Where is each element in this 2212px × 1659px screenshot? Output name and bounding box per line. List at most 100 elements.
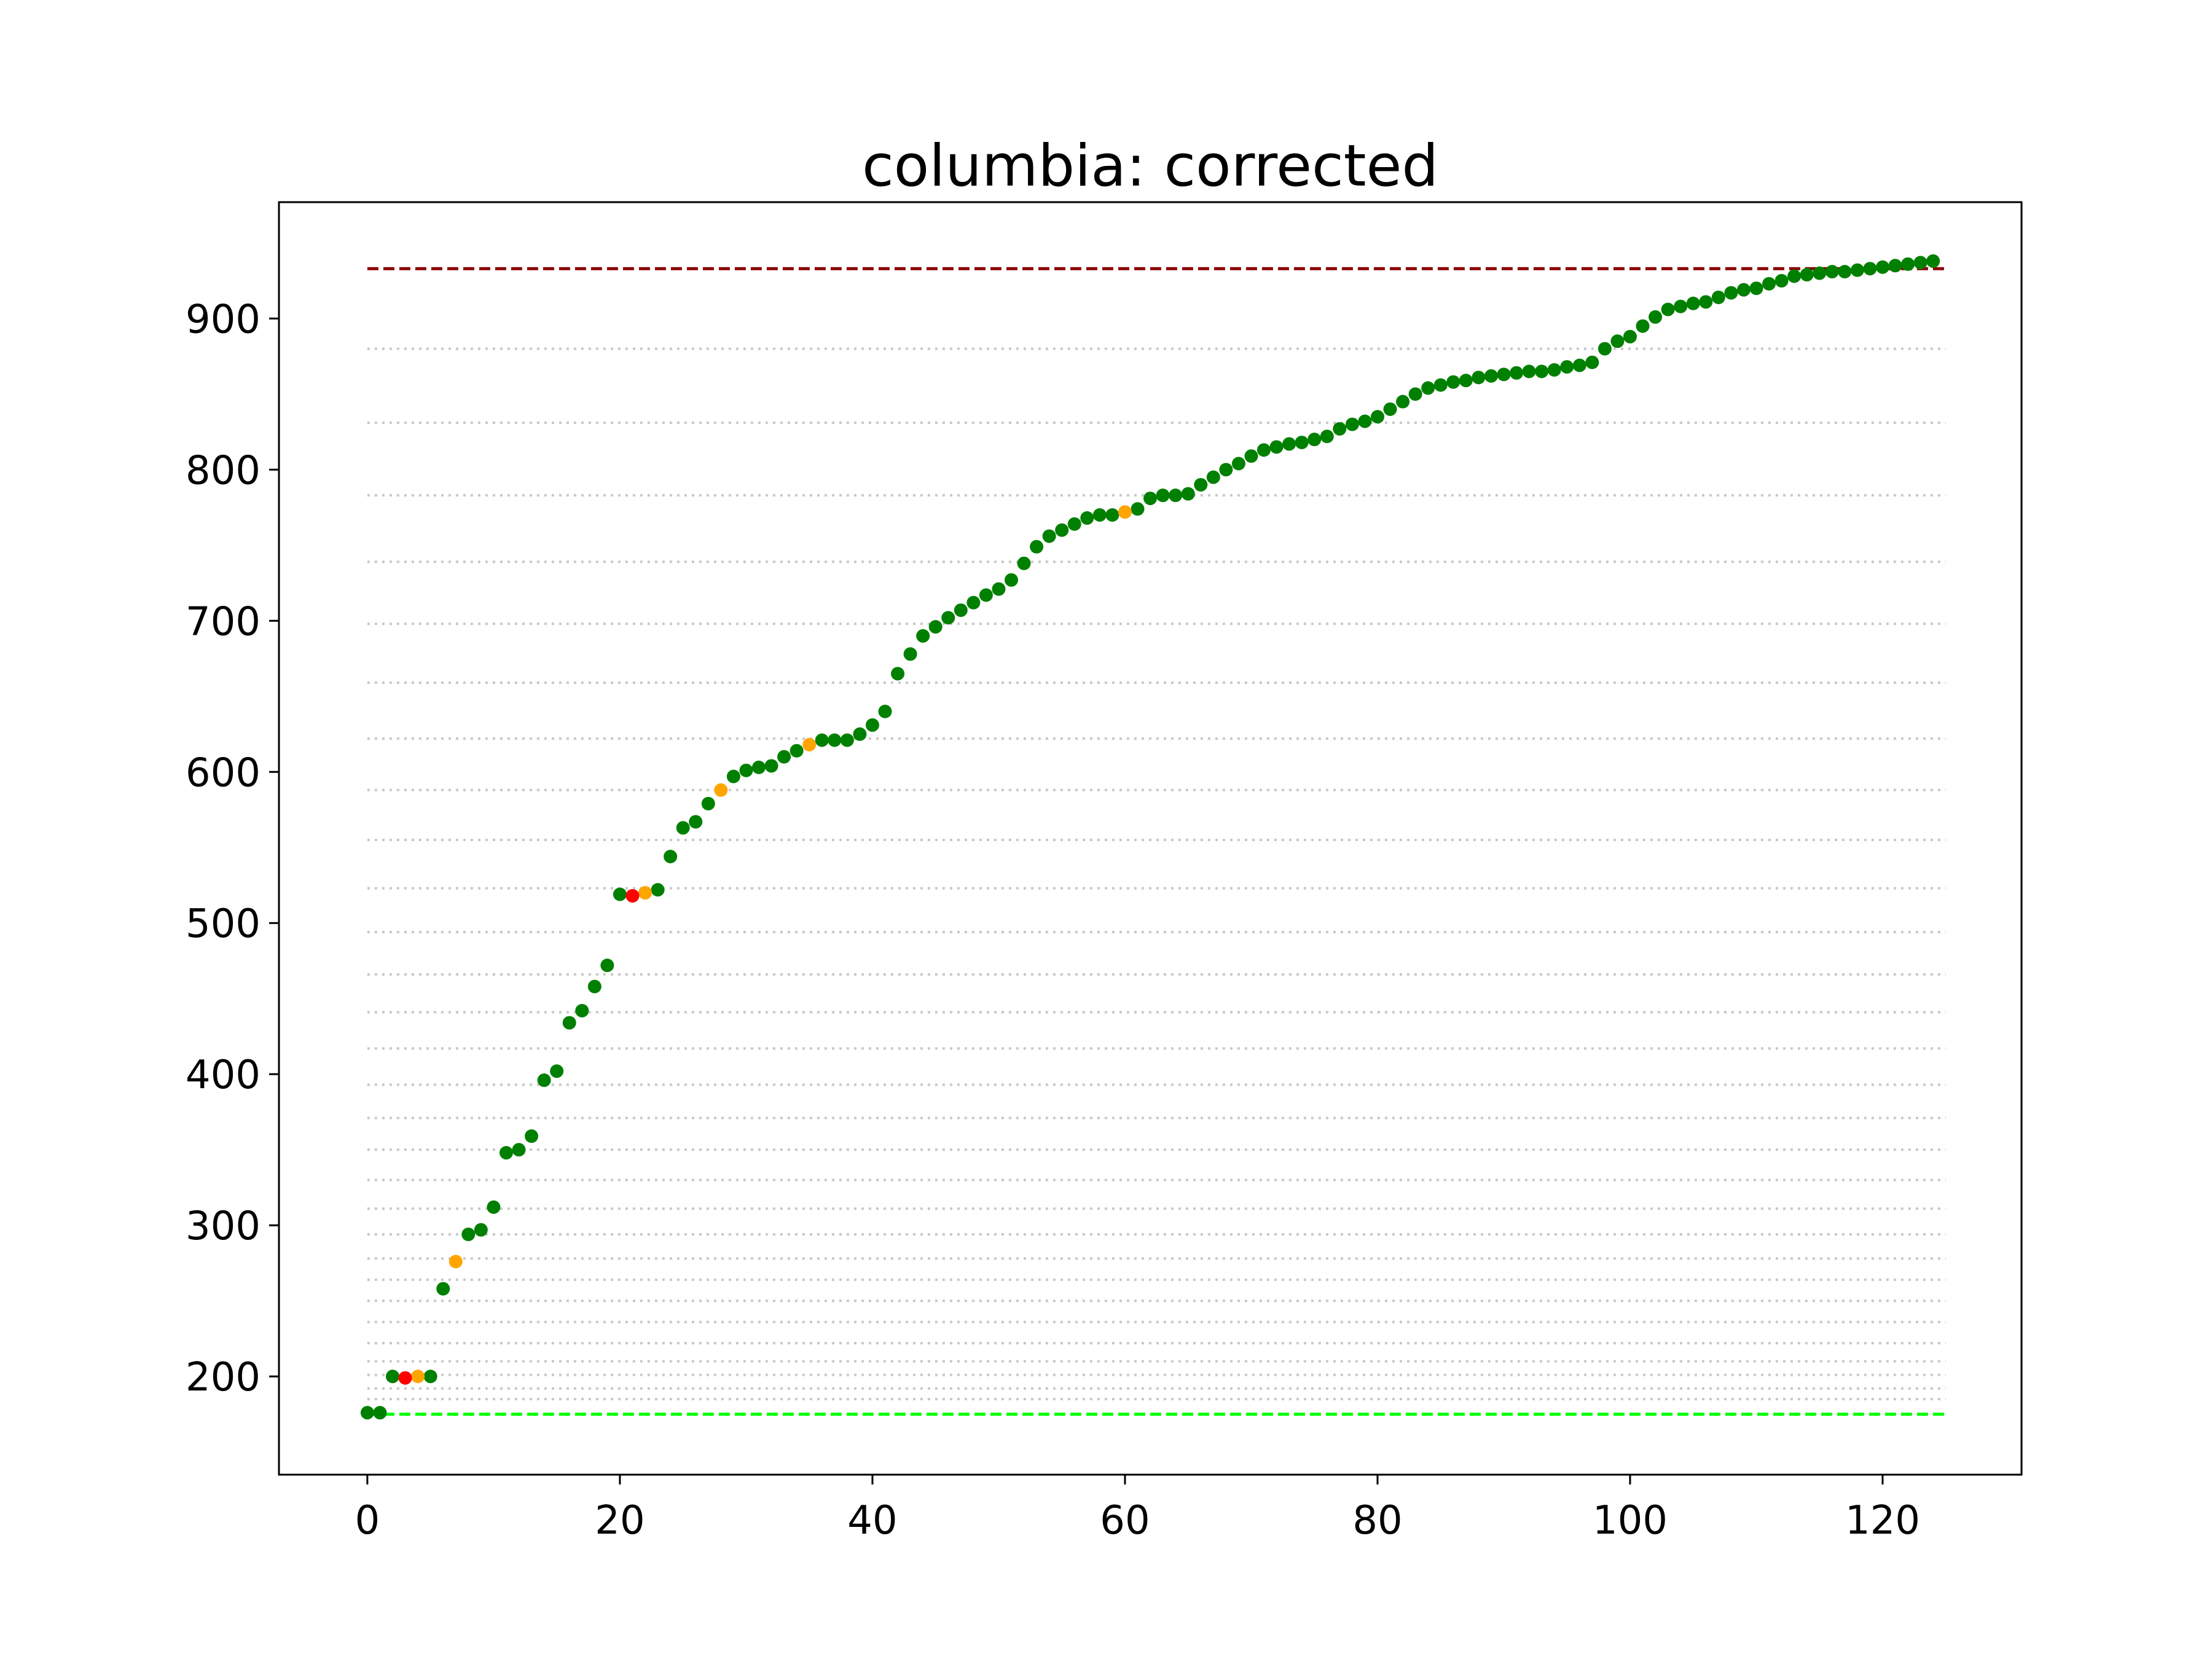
data-point: [562, 1016, 576, 1030]
data-point: [1825, 265, 1839, 279]
data-point: [1686, 296, 1700, 310]
data-point: [1055, 523, 1069, 537]
data-point: [1610, 334, 1625, 348]
data-point: [890, 667, 904, 681]
data-point: [587, 979, 602, 994]
data-point: [1522, 364, 1536, 378]
data-point: [1535, 364, 1549, 378]
data-point: [1509, 366, 1523, 380]
data-point: [853, 727, 867, 741]
data-point: [954, 603, 968, 618]
data-point: [1926, 254, 1940, 268]
data-point: [865, 718, 879, 732]
data-point: [1711, 290, 1725, 304]
data-point: [777, 750, 791, 764]
data-point: [1433, 378, 1448, 392]
data-point: [1383, 402, 1397, 416]
data-point: [714, 783, 728, 797]
y-tick-label: 200: [186, 1355, 261, 1400]
data-point: [1370, 410, 1384, 424]
data-point: [701, 796, 715, 810]
y-tick-label: 500: [186, 901, 261, 947]
data-point: [1358, 414, 1372, 428]
x-tick-label: 20: [595, 1498, 645, 1543]
data-point: [1308, 433, 1322, 447]
data-point: [1497, 367, 1511, 382]
data-point: [928, 620, 943, 634]
plot-frame: [278, 201, 2023, 1476]
y-tick-label: 700: [186, 599, 261, 645]
chart-title: columbia: corrected: [862, 133, 1438, 200]
y-axis-ticks: 200 300 400 500 600 700 800 900: [186, 297, 279, 1400]
data-point: [1736, 283, 1751, 297]
data-point: [550, 1064, 564, 1078]
data-point: [525, 1129, 539, 1143]
data-point: [1092, 508, 1107, 522]
data-point: [1017, 556, 1031, 570]
data-point: [436, 1282, 450, 1296]
data-point: [1206, 470, 1220, 484]
data-point: [1067, 517, 1081, 531]
data-point: [689, 815, 703, 829]
data-point: [512, 1143, 526, 1157]
data-point: [903, 647, 917, 661]
data-point: [967, 595, 981, 610]
data-point: [764, 759, 779, 773]
data-point: [1875, 260, 1889, 274]
data-point: [474, 1223, 488, 1237]
data-point: [1762, 276, 1776, 291]
data-point: [385, 1370, 399, 1384]
data-point: [1572, 358, 1586, 372]
data-point: [1231, 457, 1245, 471]
data-point: [1105, 508, 1120, 522]
x-axis-ticks: 0 20 40 60 80 100 120: [355, 1475, 1920, 1543]
x-tick-label: 80: [1352, 1498, 1402, 1543]
data-point: [1623, 329, 1637, 343]
data-point: [1446, 375, 1461, 389]
x-tick-label: 60: [1100, 1498, 1150, 1543]
data-point: [802, 738, 817, 752]
data-point: [941, 611, 955, 625]
x-tick-label: 0: [355, 1498, 380, 1543]
data-point: [664, 850, 678, 864]
data-point: [626, 888, 640, 903]
data-point: [1661, 302, 1675, 316]
data-point: [423, 1370, 437, 1384]
data-point: [1244, 449, 1258, 463]
data-point: [1421, 381, 1435, 395]
data-point: [1257, 443, 1271, 457]
data-point: [487, 1200, 501, 1214]
data-point: [1649, 310, 1663, 324]
data-point: [1156, 488, 1170, 503]
data-point: [726, 769, 740, 783]
data-point: [790, 743, 804, 758]
x-tick-label: 40: [847, 1498, 897, 1543]
data-point: [1863, 262, 1877, 276]
data-point: [676, 821, 690, 835]
data-point: [638, 886, 652, 900]
data-point: [575, 1003, 589, 1018]
data-point: [992, 582, 1006, 596]
x-tick-label: 100: [1593, 1498, 1668, 1543]
data-point: [1901, 257, 1915, 271]
data-point: [1724, 286, 1738, 300]
data-point: [979, 588, 993, 602]
y-tick-label: 600: [186, 750, 261, 796]
data-point: [1345, 417, 1359, 431]
data-point: [1838, 265, 1852, 279]
data-point: [1282, 437, 1296, 451]
data-point: [1699, 295, 1713, 309]
data-point: [1408, 387, 1422, 401]
data-point: [1143, 492, 1157, 506]
y-tick-label: 300: [186, 1204, 261, 1249]
data-point: [1131, 502, 1145, 516]
y-tick-label: 400: [186, 1053, 261, 1098]
data-point: [449, 1255, 463, 1269]
data-points: [360, 254, 1940, 1420]
data-point: [1219, 463, 1233, 477]
data-point: [411, 1370, 425, 1384]
data-point: [1913, 256, 1928, 270]
data-point: [537, 1073, 551, 1088]
